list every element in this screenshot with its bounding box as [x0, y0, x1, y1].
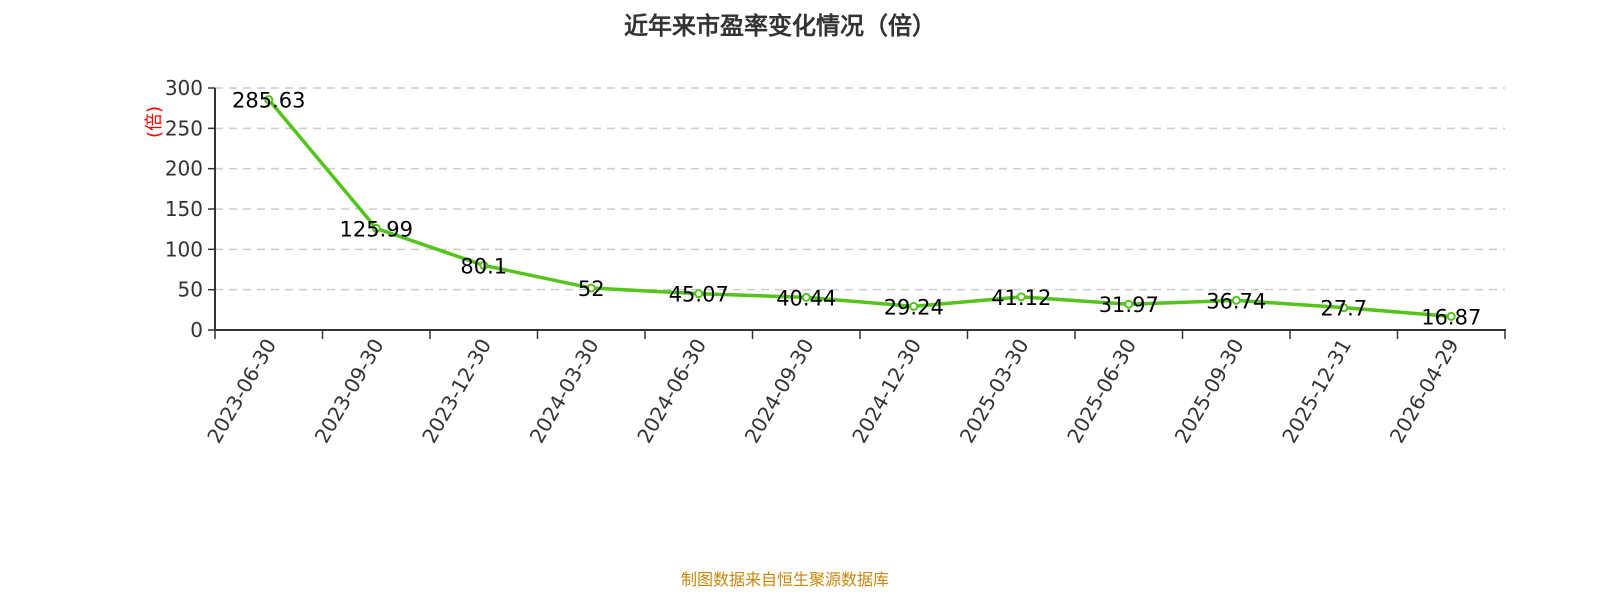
y-tick-label: 250	[165, 116, 203, 140]
x-tick-label: 2026-04-29	[1385, 335, 1464, 448]
x-tick-label: 2023-12-30	[417, 335, 496, 448]
x-tick-label: 2024-09-30	[740, 335, 819, 448]
data-label: 40.44	[776, 286, 836, 310]
data-point	[264, 95, 274, 105]
y-tick-label: 100	[165, 237, 203, 261]
y-tick-label: 50	[178, 278, 203, 302]
data-point	[1446, 311, 1456, 321]
data-source-note: 制图数据来自恒生聚源数据库	[680, 570, 889, 589]
x-tick-label: 2025-12-31	[1277, 335, 1356, 448]
data-label: 285.63	[232, 89, 305, 113]
data-point	[1124, 299, 1134, 309]
x-tick-label: 2023-09-30	[310, 335, 389, 448]
data-label: 16.87	[1421, 305, 1481, 329]
data-label: 41.12	[991, 286, 1051, 310]
x-tick-label: 2025-03-30	[955, 335, 1034, 448]
data-point	[801, 292, 811, 302]
y-axis-label: (倍)	[144, 106, 165, 138]
chart-title: 近年来市盈率变化情况（倍）	[624, 12, 936, 40]
x-tick-label: 2024-12-30	[847, 335, 926, 448]
x-tick-label: 2025-06-30	[1062, 335, 1141, 448]
data-label: 27.7	[1320, 297, 1367, 321]
y-tick-label: 300	[165, 76, 203, 100]
y-tick-label: 150	[165, 197, 203, 221]
series-line	[267, 98, 1452, 319]
data-point	[1016, 292, 1026, 302]
data-label: 31.97	[1099, 293, 1159, 317]
data-label: 52	[578, 277, 605, 301]
data-point	[909, 301, 919, 311]
x-tick-label: 2025-09-30	[1170, 335, 1249, 448]
data-label: 80.1	[460, 254, 507, 278]
data-point	[694, 289, 704, 299]
data-point	[479, 260, 489, 270]
data-label: 36.74	[1206, 289, 1266, 313]
x-tick-label: 2023-06-30	[202, 335, 281, 448]
x-tick-label: 2024-06-30	[632, 335, 711, 448]
data-point	[1231, 295, 1241, 305]
data-label: 29.24	[884, 295, 944, 319]
x-tick-label: 2024-03-30	[525, 335, 604, 448]
data-label: 125.99	[340, 217, 413, 241]
data-point	[1339, 303, 1349, 313]
data-label: 45.07	[669, 283, 729, 307]
y-tick-label: 200	[165, 157, 203, 181]
data-point	[586, 283, 596, 293]
data-point	[371, 223, 381, 233]
y-tick-label: 0	[190, 318, 203, 342]
